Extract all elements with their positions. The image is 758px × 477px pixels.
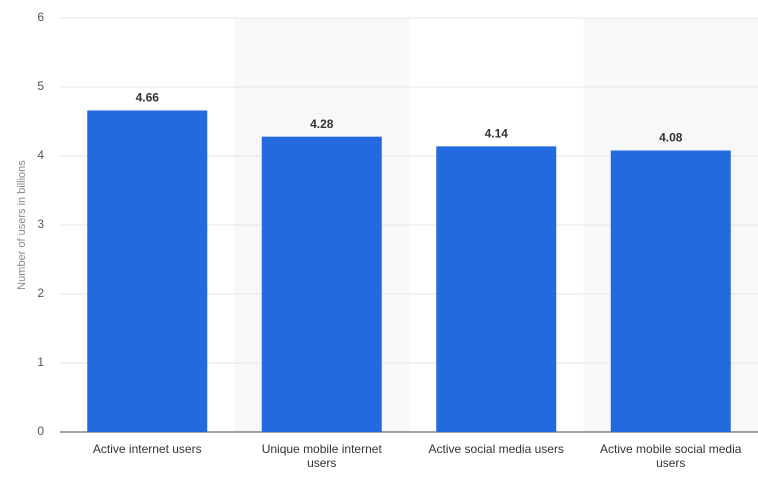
y-tick-label: 4 — [37, 148, 44, 162]
x-tick-label: Active mobile social media users — [600, 442, 742, 470]
y-tick-label: 2 — [37, 286, 44, 300]
y-tick-label: 0 — [37, 424, 44, 438]
value-label: 4.14 — [485, 127, 509, 141]
bar — [87, 110, 208, 433]
value-label: 4.28 — [310, 117, 334, 131]
value-label: 4.08 — [659, 131, 683, 145]
y-tick-label: 6 — [37, 10, 44, 24]
y-tick-label: 1 — [37, 355, 44, 369]
value-label: 4.66 — [136, 91, 160, 105]
y-axis-label: Number of users in billions — [16, 160, 28, 290]
bar — [610, 150, 731, 433]
x-tick-label: Active internet users — [92, 442, 202, 456]
bar — [261, 136, 382, 432]
bar — [436, 146, 557, 432]
y-tick-label: 3 — [37, 217, 44, 231]
y-tick-label: 5 — [37, 79, 44, 93]
x-tick-label: Unique mobile internet users — [261, 442, 382, 470]
x-tick-label: Active social media users — [428, 442, 564, 456]
